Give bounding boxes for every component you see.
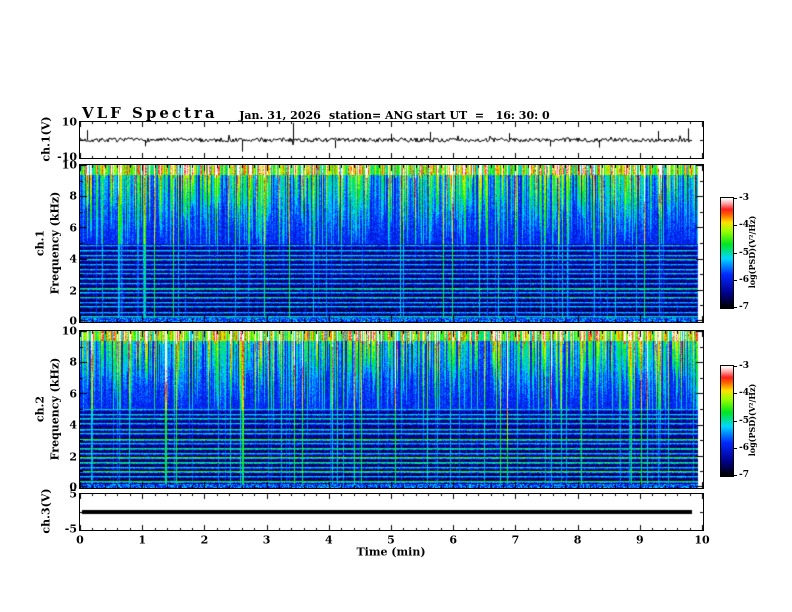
time-axis-label: Time (min)	[356, 545, 426, 559]
time-tick-label: 7	[511, 533, 520, 547]
colorbar-tick-mark	[733, 307, 737, 308]
colorbar-tick-mark	[733, 421, 737, 422]
colorbar-tick-label: -7	[739, 302, 749, 312]
freq1-y-tick-label: 2	[69, 284, 77, 298]
ch1-voltage-axis-label: ch.1(V)	[39, 116, 53, 162]
time-tick-label: 1	[138, 533, 147, 547]
colorbar-tick-mark	[733, 448, 737, 449]
colorbar-tick-label: -3	[739, 193, 749, 203]
figure-title: VLF Spectra	[82, 104, 218, 122]
time-tick-label: 9	[635, 533, 644, 547]
ch3-y-tick-label: 5	[69, 487, 77, 501]
time-tick-label: 8	[573, 533, 582, 547]
ch1-y-tick-label: 10	[61, 115, 77, 129]
colorbar-tick-mark	[733, 198, 737, 199]
freq2-y-tick-label: 6	[69, 387, 77, 401]
ch3-waveform-canvas	[80, 494, 703, 530]
freq2-y-tick-label: 0	[69, 480, 77, 494]
ch2-spectrogram-canvas	[80, 331, 703, 488]
ch2-frequency-axis-label: Frequency (kHz)	[48, 357, 62, 461]
colorbar-tick-mark	[733, 225, 737, 226]
ch1-spectrogram-panel	[79, 164, 704, 323]
time-tick-label: 0	[76, 533, 84, 547]
ch2-channel-label: ch.2	[33, 395, 47, 423]
colorbar-tick-label: -4	[739, 388, 749, 399]
colorbar-2	[720, 365, 734, 477]
time-tick-label: 10	[694, 533, 710, 547]
ch1-spectrogram-canvas	[80, 165, 703, 322]
freq1-y-tick-label: 0	[69, 314, 77, 328]
freq2-y-tick-label: 10	[61, 324, 77, 338]
ch3-waveform-panel	[79, 493, 704, 531]
colorbar-tick-label: -5	[739, 247, 749, 258]
time-tick-label: 3	[262, 533, 271, 547]
ch2-spectrogram-panel	[79, 330, 704, 489]
ch1-channel-label: ch.1	[33, 229, 47, 257]
freq2-y-tick-label: 2	[69, 450, 77, 464]
colorbar-tick-label: -4	[739, 220, 749, 231]
ch1-y-tick-label: -10	[57, 150, 77, 164]
colorbar-tick-label: -7	[739, 470, 749, 480]
colorbar-1	[720, 197, 734, 309]
start-ut-label: start UT = 16: 30: 0	[416, 109, 550, 122]
freq1-y-tick-label: 8	[69, 189, 77, 203]
colorbar-tick-mark	[733, 366, 737, 367]
freq2-y-tick-label: 4	[69, 418, 77, 432]
colorbar-tick-label: -6	[739, 442, 749, 453]
ch1-waveform-canvas	[80, 122, 703, 158]
colorbar-tick-label: -3	[739, 361, 749, 371]
time-tick-label: 5	[387, 533, 395, 547]
ch1-frequency-axis-label: Frequency (kHz)	[48, 191, 62, 295]
time-tick-label: 6	[449, 533, 458, 547]
ch1-waveform-panel	[79, 121, 704, 159]
date-label: Jan. 31, 2026	[239, 109, 321, 122]
colorbar-tick-mark	[733, 393, 737, 394]
freq1-y-tick-label: 10	[61, 158, 77, 172]
colorbar-2-gradient	[721, 366, 733, 476]
colorbar-tick-mark	[733, 253, 737, 254]
ch3-voltage-axis-label: ch.3(V)	[39, 488, 53, 534]
colorbar-tick-label: -5	[739, 415, 749, 426]
time-tick-label: 4	[324, 533, 333, 547]
colorbar-1-gradient	[721, 198, 733, 308]
time-tick-label: 2	[200, 533, 209, 547]
freq1-y-tick-label: 4	[69, 252, 77, 266]
freq1-y-tick-label: 6	[69, 221, 77, 235]
station-label: station= ANG	[328, 109, 414, 122]
ch3-y-tick-label: -5	[64, 522, 77, 536]
freq2-y-tick-label: 8	[69, 355, 77, 369]
colorbar-tick-mark	[733, 475, 737, 476]
colorbar-tick-mark	[733, 280, 737, 281]
colorbar-tick-label: -6	[739, 274, 749, 285]
